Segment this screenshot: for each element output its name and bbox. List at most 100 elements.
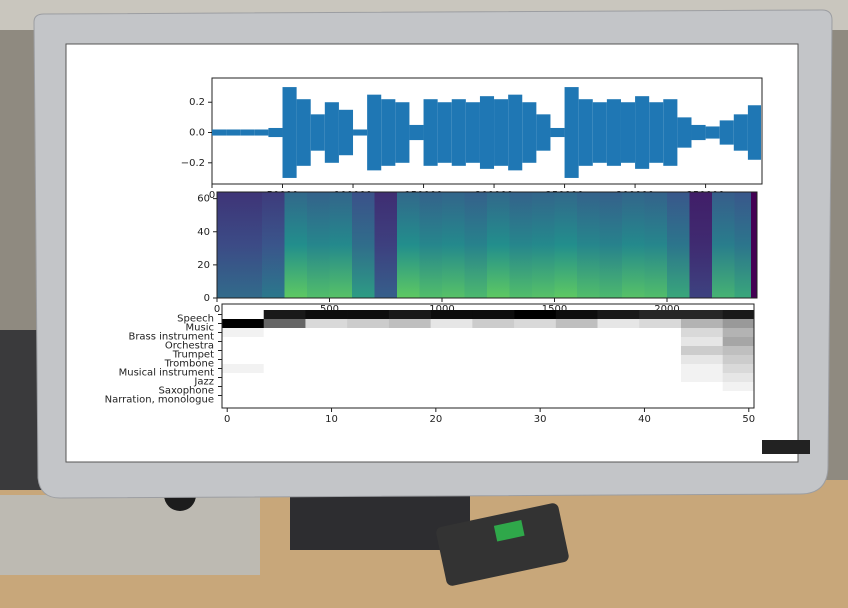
heat-cell xyxy=(639,346,682,356)
heat-cell xyxy=(680,337,724,347)
padding-strip xyxy=(751,192,757,298)
amplitude-envelope xyxy=(381,99,396,166)
heat-cell xyxy=(597,373,640,383)
amplitude-envelope xyxy=(691,124,706,141)
heat-cell xyxy=(222,346,265,356)
category-label: Saxophone xyxy=(159,386,215,397)
heat-cell xyxy=(722,310,755,320)
heat-cell xyxy=(639,373,682,383)
category-label: Trumpet xyxy=(172,350,214,361)
heat-cell xyxy=(680,355,724,365)
heat-cell xyxy=(347,319,390,329)
heat-cell xyxy=(305,382,348,392)
heat-cell xyxy=(430,364,473,374)
spectrogram-column xyxy=(644,192,668,298)
heat-cell xyxy=(680,346,724,356)
heat-cell xyxy=(597,355,640,365)
spectrogram-column xyxy=(599,192,623,298)
x-tick-label: 0 xyxy=(209,190,215,201)
spectrogram-column xyxy=(442,192,465,298)
spectrogram-column xyxy=(487,192,510,298)
heat-cell xyxy=(263,382,306,392)
heat-cell xyxy=(388,328,431,338)
x-tick-label: 0 xyxy=(214,304,220,315)
amplitude-envelope xyxy=(635,96,650,169)
amplitude-envelope xyxy=(409,124,424,141)
x-tick-label: 2000 xyxy=(654,304,679,315)
heat-cell xyxy=(722,319,755,329)
heat-cell xyxy=(555,364,598,374)
amplitude-envelope xyxy=(677,117,692,148)
heat-cell xyxy=(472,355,515,365)
heat-cell xyxy=(305,337,348,347)
heat-cell xyxy=(597,346,640,356)
heat-cell xyxy=(722,346,755,356)
amplitude-envelope xyxy=(592,102,607,163)
heat-cell xyxy=(263,337,306,347)
heat-cell xyxy=(430,391,473,401)
heat-cell xyxy=(305,355,348,365)
heat-cell xyxy=(347,373,390,383)
x-tick-label: 1000 xyxy=(429,304,454,315)
heat-cell xyxy=(639,382,682,392)
heat-cell xyxy=(639,319,682,329)
y-tick-label: 0 xyxy=(204,293,210,304)
heat-cell xyxy=(639,328,682,338)
heat-cell xyxy=(263,391,306,401)
heat-cell xyxy=(222,310,265,320)
y-tick-label: 60 xyxy=(197,194,210,205)
amplitude-envelope xyxy=(296,99,311,166)
heat-cell xyxy=(597,328,640,338)
switch-box xyxy=(436,503,569,586)
y-tick-label: 20 xyxy=(197,260,210,271)
amplitude-envelope xyxy=(367,94,382,171)
spectrogram-column xyxy=(284,192,308,298)
heat-cell xyxy=(722,337,755,347)
heat-cell xyxy=(597,310,640,320)
heat-cell xyxy=(514,382,557,392)
heat-cell xyxy=(347,337,390,347)
heat-cell xyxy=(514,337,557,347)
amplitude-envelope xyxy=(226,129,241,136)
heat-cell xyxy=(555,346,598,356)
green-switch xyxy=(493,520,525,542)
heat-cell xyxy=(514,310,557,320)
spectrogram-column xyxy=(667,192,690,298)
heat-cell xyxy=(597,382,640,392)
x-tick-label: 500 xyxy=(320,304,339,315)
heat-cell xyxy=(597,391,640,401)
amplitude-envelope xyxy=(550,127,565,138)
heat-cell xyxy=(597,319,640,329)
heat-cell xyxy=(722,373,755,383)
amplitude-envelope xyxy=(268,127,283,138)
heat-cell xyxy=(263,319,306,329)
heat-cell xyxy=(555,391,598,401)
amplitude-envelope xyxy=(212,129,227,136)
category-label: Narration, monologue xyxy=(105,395,214,406)
heat-cell xyxy=(263,328,306,338)
heat-cell xyxy=(722,382,755,392)
category-label: Music xyxy=(186,323,214,334)
amplitude-envelope xyxy=(620,102,636,163)
heat-cell xyxy=(514,373,557,383)
spectrogram-column xyxy=(734,192,752,298)
spectrogram-column xyxy=(329,192,353,298)
heat-cell xyxy=(514,355,557,365)
heat-cell xyxy=(680,391,724,401)
heat-cell xyxy=(222,364,265,374)
heat-cell xyxy=(305,364,348,374)
amplitude-envelope xyxy=(395,102,410,163)
heat-cell xyxy=(680,373,724,383)
spectrogram-column xyxy=(307,192,330,298)
heat-cell xyxy=(305,310,348,320)
heat-cell xyxy=(347,310,390,320)
heat-cell xyxy=(597,364,640,374)
sticker xyxy=(762,440,810,454)
heat-cell xyxy=(222,373,265,383)
heat-cell xyxy=(472,328,515,338)
amplitude-envelope xyxy=(606,99,621,166)
x-tick-label: 20 xyxy=(429,414,442,425)
heat-cell xyxy=(388,391,431,401)
amplitude-envelope xyxy=(508,94,523,171)
